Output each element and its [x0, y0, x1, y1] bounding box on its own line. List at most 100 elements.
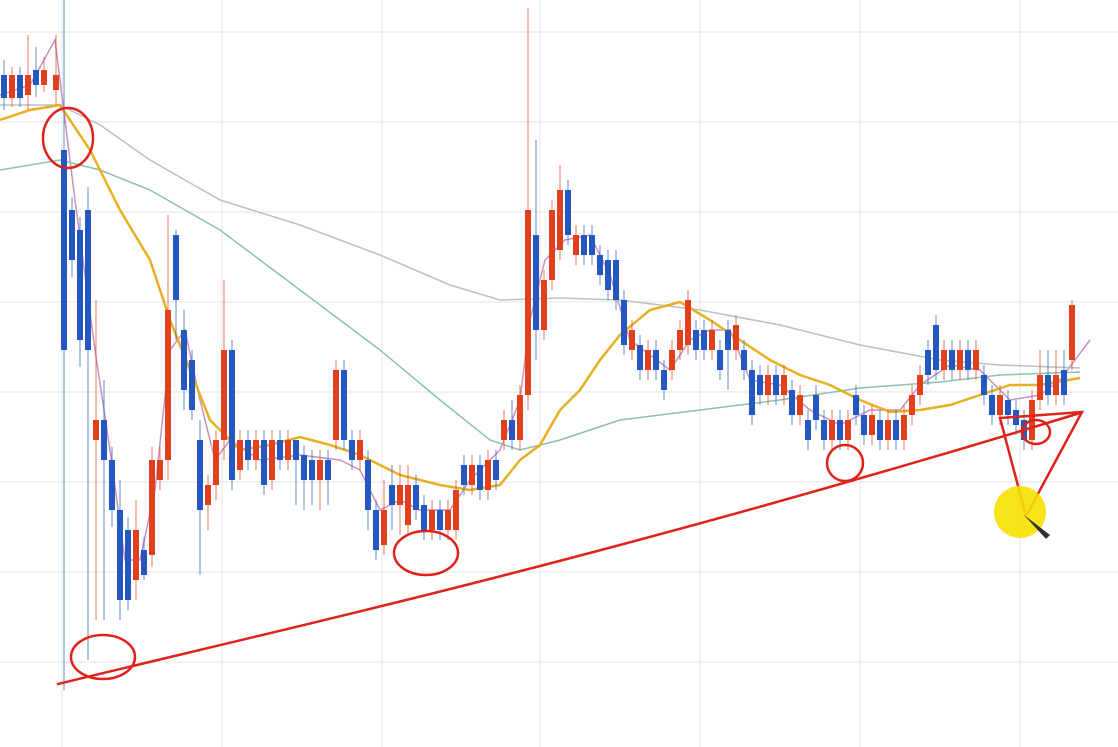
candle-body — [581, 235, 587, 255]
candle-body — [261, 440, 267, 485]
candle-body — [901, 415, 907, 440]
candle-body — [813, 395, 819, 420]
candle-body — [237, 440, 243, 470]
annotation-circle — [1020, 418, 1052, 446]
candle-body — [589, 235, 595, 255]
candle-body — [293, 440, 299, 460]
candle-body — [933, 325, 939, 370]
candle-body — [357, 440, 363, 460]
candle-body — [541, 280, 547, 330]
candle-body — [957, 350, 963, 370]
candle-body — [381, 510, 387, 545]
candle-body — [325, 460, 331, 480]
candle-body — [525, 210, 531, 395]
candle-body — [685, 300, 691, 345]
moving-average-line — [0, 104, 1081, 369]
candle-body — [821, 420, 827, 440]
candle-body — [85, 210, 91, 350]
candle-body — [909, 395, 915, 415]
candle-body — [109, 460, 115, 510]
candle-body — [165, 310, 171, 460]
candle-body — [981, 375, 987, 395]
candle-body — [277, 440, 283, 460]
candle-body — [677, 330, 683, 350]
cursor — [1024, 515, 1050, 539]
candle-body — [421, 505, 427, 530]
candle-body — [221, 350, 227, 440]
candle-body — [245, 440, 251, 460]
candle-body — [965, 350, 971, 370]
candle-body — [757, 375, 763, 395]
candle-body — [77, 230, 83, 340]
candle-body — [605, 260, 611, 290]
candle-body — [117, 510, 123, 600]
candle-body — [445, 510, 451, 530]
candle-body — [501, 420, 507, 440]
candle-body — [33, 70, 39, 85]
candle-body — [317, 460, 323, 480]
candle-body — [893, 420, 899, 440]
candle-body — [549, 210, 555, 280]
candle-body — [17, 75, 23, 98]
candle-body — [309, 460, 315, 480]
candle-body — [197, 440, 203, 510]
candle-body — [269, 440, 275, 480]
candle-body — [717, 350, 723, 370]
candle-body — [749, 370, 755, 415]
candle-body — [917, 375, 923, 395]
candle-body — [101, 420, 107, 460]
candle-body — [973, 350, 979, 370]
candle-body — [405, 485, 411, 525]
candle-body — [365, 460, 371, 510]
candle-body — [701, 330, 707, 350]
candle-body — [925, 350, 931, 375]
candle-body — [413, 485, 419, 510]
candle-body — [837, 420, 843, 440]
candle-body — [213, 440, 219, 485]
candle-body — [765, 375, 771, 395]
candle-body — [733, 325, 739, 350]
candle-body — [1037, 375, 1043, 400]
candle-body — [141, 550, 147, 575]
candle-body — [253, 440, 259, 460]
candle-body — [181, 330, 187, 390]
candle-body — [461, 465, 467, 485]
candle-body — [349, 440, 355, 460]
candle-body — [845, 420, 851, 440]
candle-body — [133, 530, 139, 580]
candle-body — [645, 350, 651, 370]
candle-body — [469, 465, 475, 485]
candle-body — [1, 75, 7, 98]
annotations — [41, 106, 1085, 686]
candle-body — [629, 330, 635, 350]
candle-body — [333, 370, 339, 440]
candle-body — [1053, 375, 1059, 395]
candle-body — [997, 395, 1003, 415]
moving-average-line — [0, 159, 1081, 451]
candle-body — [1005, 400, 1011, 415]
candle-body — [597, 255, 603, 275]
candle-body — [229, 350, 235, 480]
candle-body — [93, 420, 99, 440]
candle-body — [941, 350, 947, 370]
annotation-circle — [392, 529, 460, 577]
candle-body — [693, 330, 699, 350]
candle-body — [533, 235, 539, 330]
candle-body — [869, 415, 875, 435]
annotation-circle — [69, 633, 137, 681]
candle-body — [669, 350, 675, 370]
candle-body — [149, 460, 155, 555]
candle-body — [53, 75, 59, 90]
candle-body — [485, 460, 491, 490]
candle-body — [741, 350, 747, 370]
cursor-highlight — [994, 486, 1046, 538]
candle-body — [373, 510, 379, 550]
candle-body — [9, 75, 15, 98]
candle-body — [661, 370, 667, 390]
candle-body — [301, 455, 307, 480]
candle-body — [69, 210, 75, 260]
candle-body — [389, 485, 395, 505]
